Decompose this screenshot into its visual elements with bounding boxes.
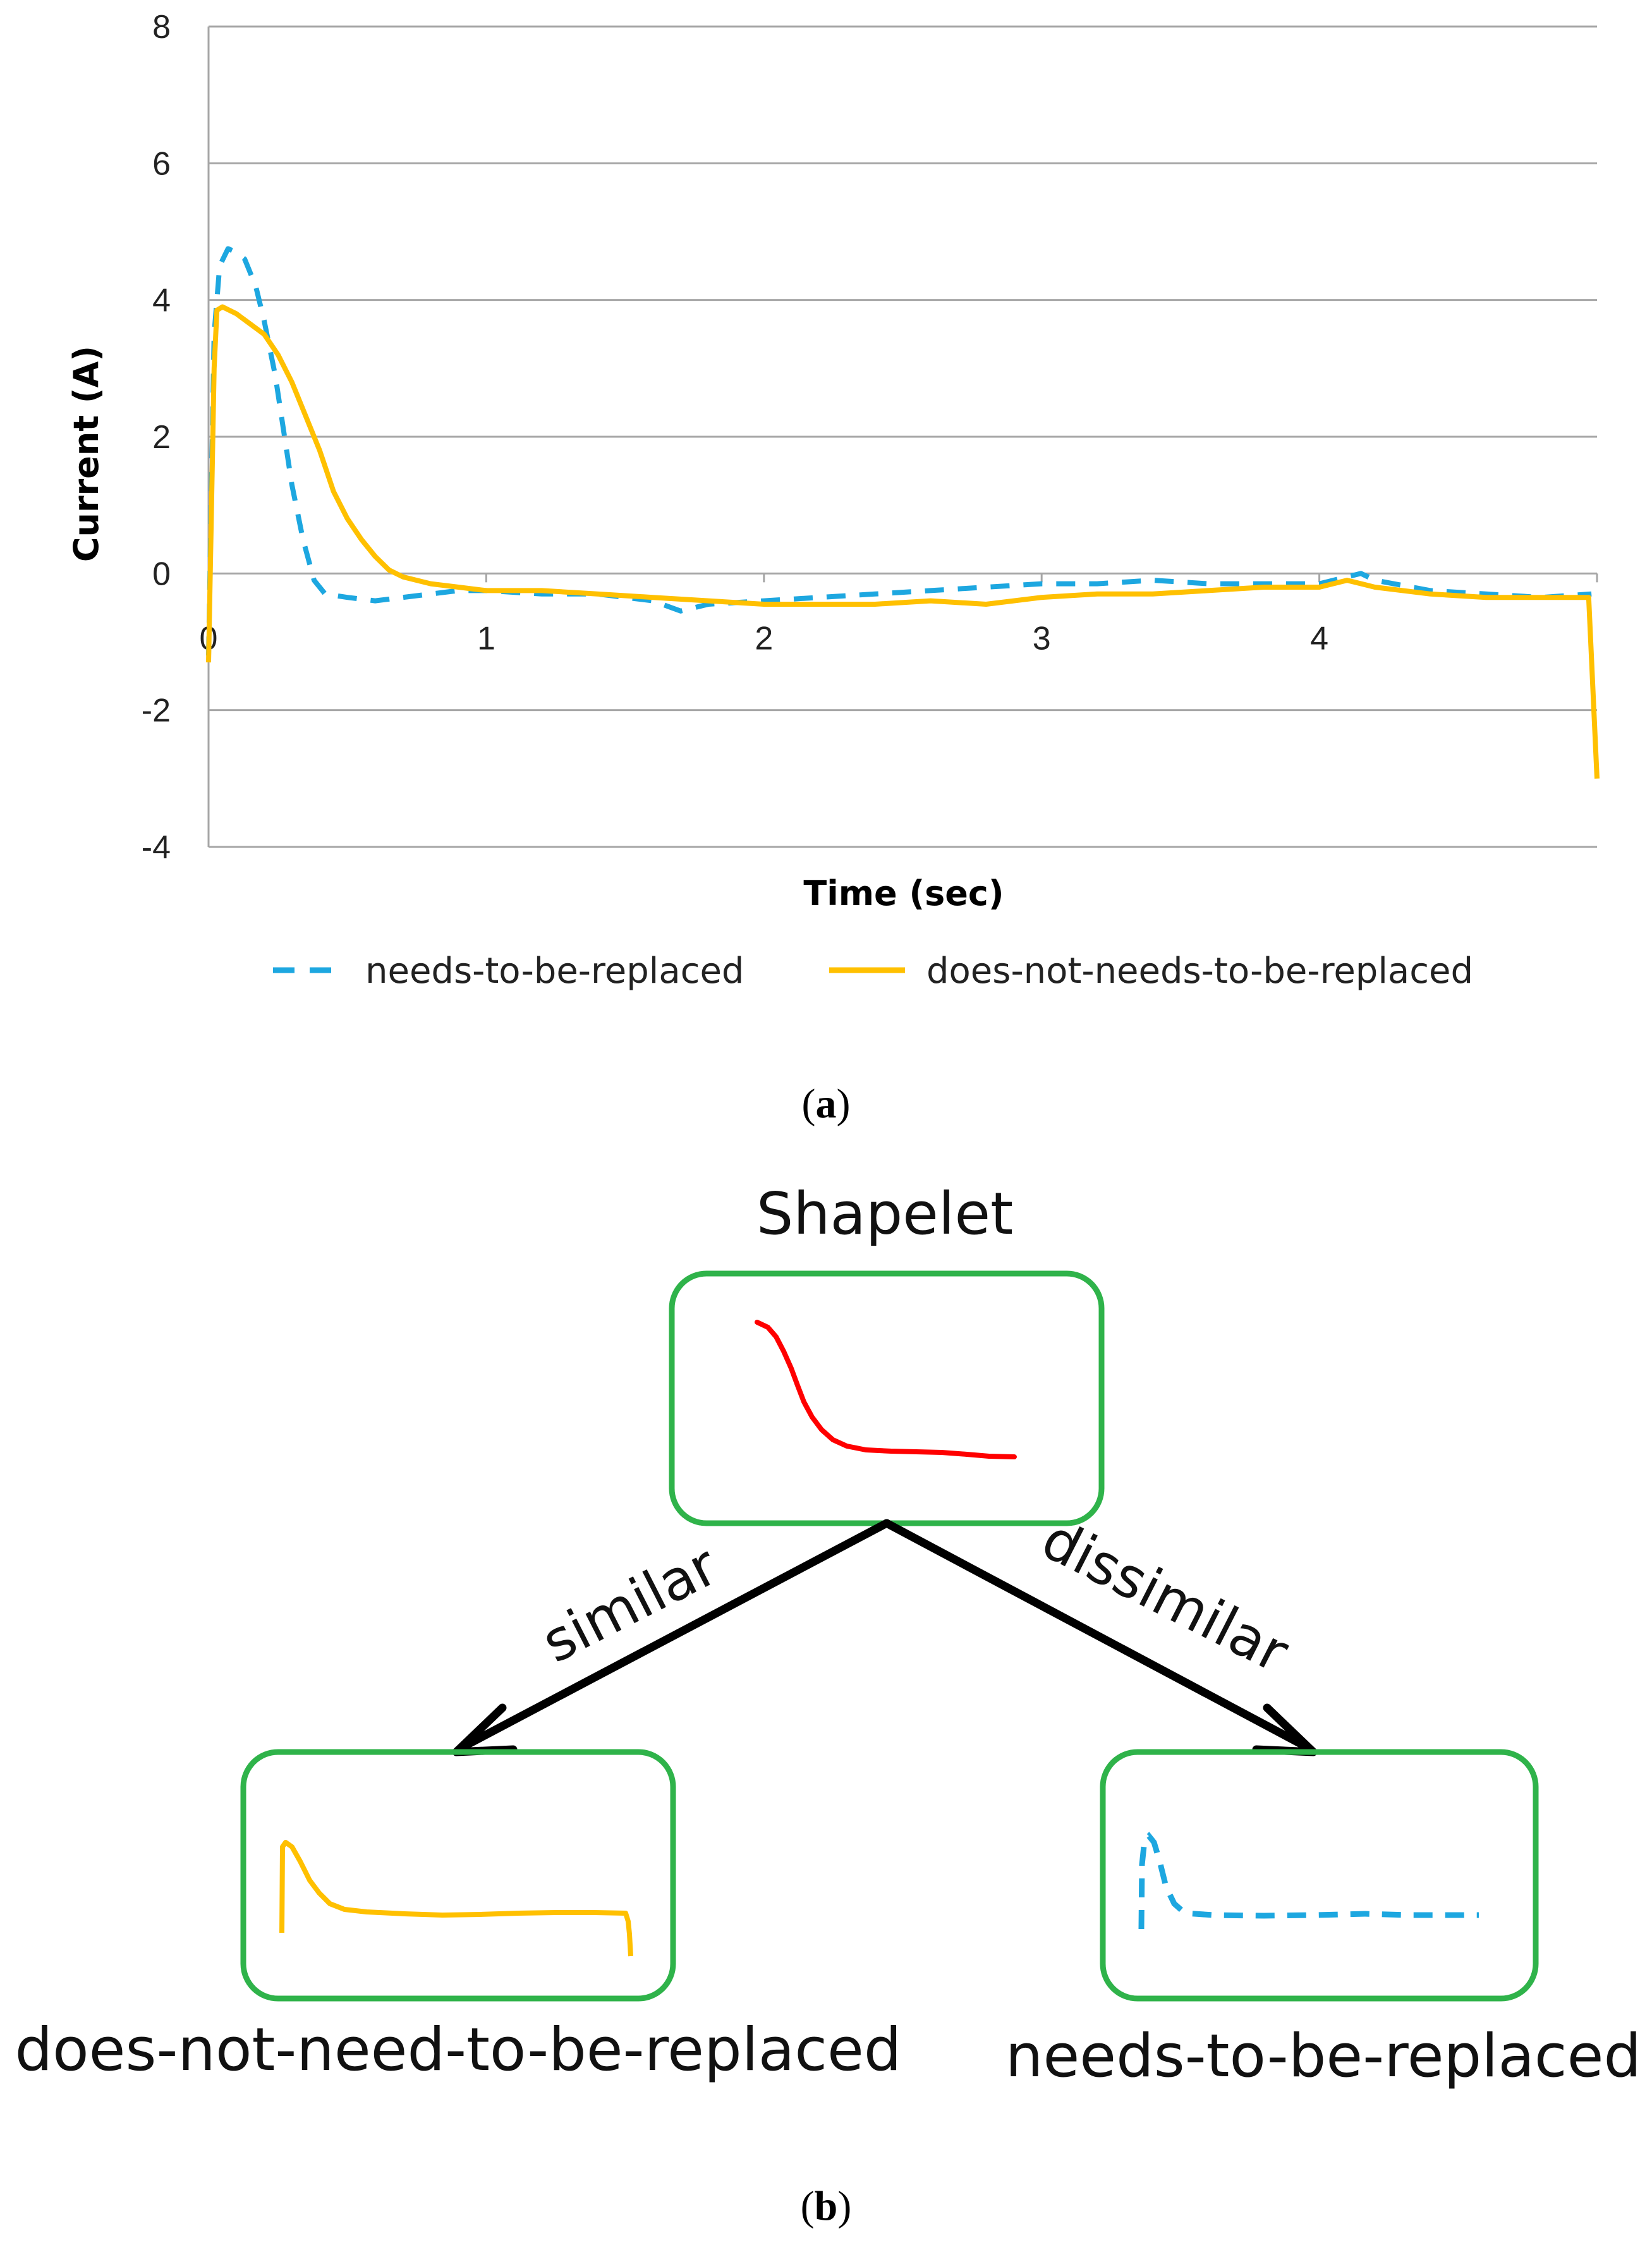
y-tick-label-4: 4	[152, 283, 171, 319]
legend: needs-to-be-replaced does-not-needs-to-b…	[273, 951, 1473, 992]
y-tick-label--4: -4	[142, 829, 171, 866]
caption-a: (a)	[802, 1081, 851, 1127]
series-line-needs-to-be-replaced	[206, 246, 1592, 656]
leaf-right-label: needs-to-be-replaced	[1005, 2022, 1641, 2091]
shapelet-curve	[755, 1320, 1017, 1459]
y-tick-label-0: 0	[152, 556, 171, 592]
y-tick-label-6: 6	[152, 145, 171, 182]
x-axis-title: Time (sec)	[803, 873, 1004, 913]
y-axis-title: Current (A)	[66, 346, 106, 562]
legend-label-needs-to-be-replaced: needs-to-be-replaced	[365, 951, 744, 992]
diagram-b: Shapelet similar dissimilar does-not-nee…	[15, 1180, 1641, 2229]
caption-a-letter: a	[816, 1081, 837, 1127]
arrowhead-left	[452, 1703, 518, 1756]
y-tick-labels: -4 -2 0 2 4 6 8	[142, 9, 171, 866]
shapelet-box	[669, 1270, 1105, 1526]
leaf-left-curve	[279, 1840, 633, 1957]
x-tick-label-2: 2	[755, 620, 773, 657]
y-tick-label-2: 2	[152, 419, 171, 456]
edge-label-dissimilar: dissimilar	[1032, 1506, 1299, 1685]
arrowhead-right	[1252, 1703, 1318, 1756]
leaf-box-left	[240, 1749, 676, 2002]
series-line-does-not-needs-to-be-replaced	[206, 304, 1600, 779]
series-layer	[206, 246, 1600, 779]
x-tick-label-1: 1	[477, 620, 495, 657]
edge-label-similar: similar	[531, 1533, 727, 1676]
root-label: Shapelet	[756, 1180, 1013, 1248]
leaf-left-label: does-not-need-to-be-replaced	[15, 2016, 901, 2084]
y-tick-label-8: 8	[152, 9, 171, 46]
legend-label-does-not-needs-to-be-replaced: does-not-needs-to-be-replaced	[926, 951, 1473, 992]
leaf-right-curve	[1138, 1832, 1479, 1930]
grid-lines	[209, 25, 1597, 848]
y-tick-label--2: -2	[142, 693, 171, 729]
chart-a: -4 -2 0 2 4 6 8 0 1 2 3 4 Time (sec) Current (A) n…	[66, 9, 1600, 1127]
caption-b: (b)	[801, 2183, 852, 2229]
caption-b-letter: b	[815, 2183, 838, 2229]
x-tick-label-4: 4	[1310, 620, 1328, 657]
x-tick-label-3: 3	[1033, 620, 1051, 657]
leaf-box-right	[1100, 1749, 1539, 2002]
